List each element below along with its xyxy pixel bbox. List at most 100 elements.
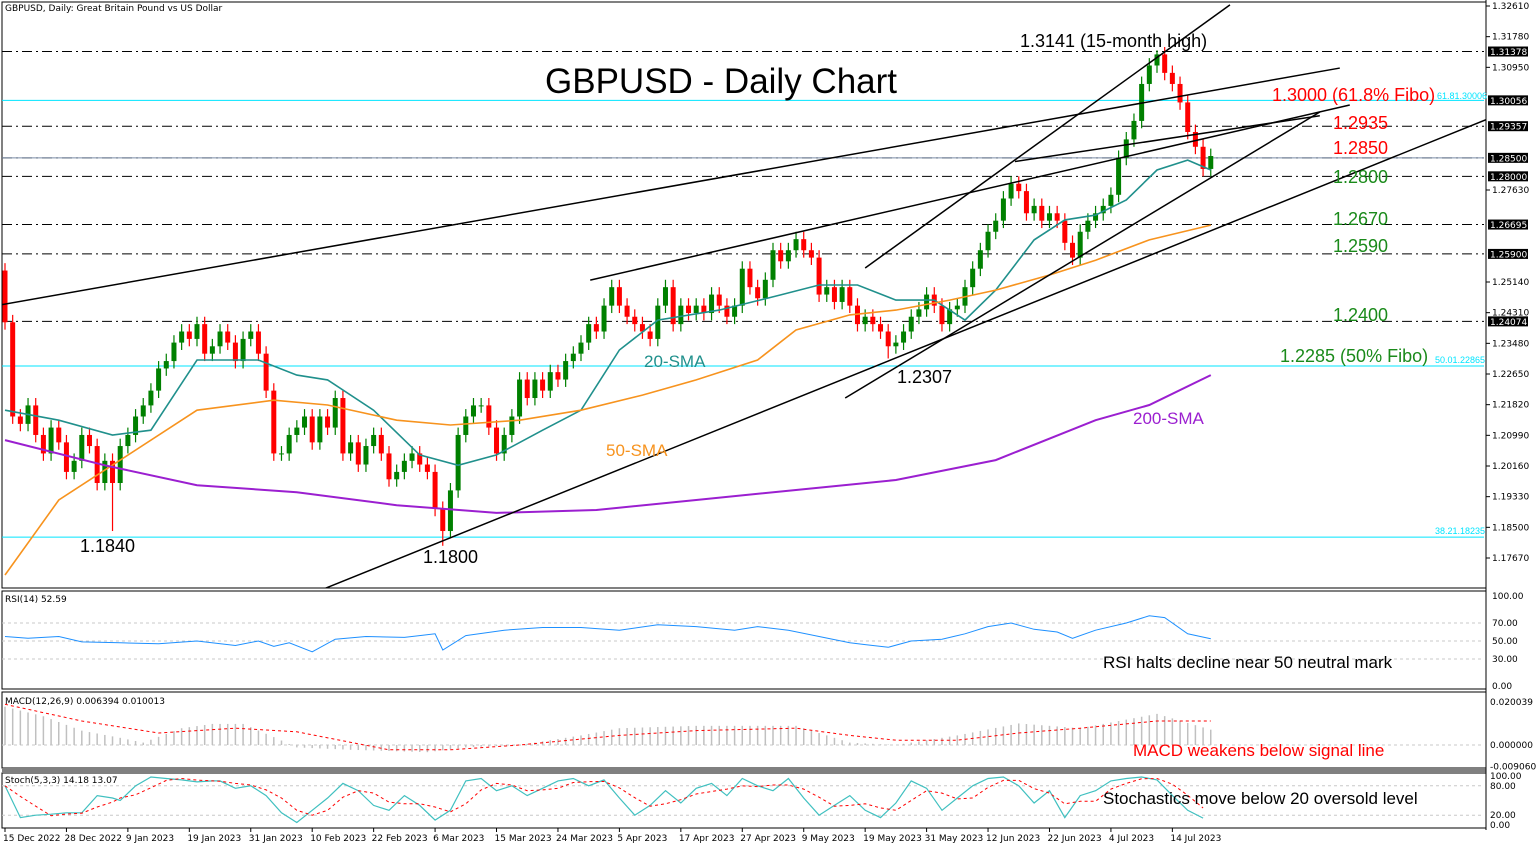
time-tick-label: 5 Apr 2023 [617, 834, 667, 844]
time-tick-label: 12 Jun 2023 [986, 834, 1040, 844]
candle [509, 409, 515, 443]
candle-body [125, 434, 131, 447]
candle-body [1031, 205, 1037, 214]
label-support-12590: 1.2590 [1333, 236, 1389, 256]
candle [547, 364, 553, 399]
candle [317, 409, 323, 450]
candle-body [924, 294, 930, 310]
candle [1131, 113, 1137, 147]
candle-body [278, 453, 284, 455]
candle-body [716, 294, 722, 306]
candle-body [424, 464, 430, 472]
rsi-line [4, 615, 1211, 653]
candle-body [1077, 231, 1083, 258]
candle [1046, 205, 1052, 229]
candle-body [2, 270, 8, 323]
price-tag-label: 1.28500 [1490, 154, 1527, 164]
candle-body [1116, 157, 1122, 195]
candle-body [616, 287, 622, 306]
trendline [324, 118, 1486, 588]
candle [56, 420, 62, 450]
candle-body [709, 294, 715, 314]
candle-body [1192, 131, 1198, 147]
time-tick-label: 9 Jan 2023 [126, 834, 174, 844]
candle [371, 427, 377, 454]
candle [10, 314, 16, 424]
candle [79, 427, 85, 469]
price-tag-box [1488, 316, 1528, 327]
candle-body [163, 361, 169, 369]
candle [824, 279, 830, 302]
candle [409, 446, 415, 469]
candle-body [1054, 213, 1060, 221]
candle-body [847, 287, 853, 306]
price-tag-box [1488, 171, 1528, 182]
rsi-note: RSI halts decline near 50 neutral mark [1103, 653, 1393, 672]
candle [478, 398, 484, 413]
price-tag-box [1488, 152, 1528, 163]
label-low-11800: 1.1800 [423, 547, 479, 567]
price-tag-label: 1.30056 [1490, 97, 1527, 107]
candle-body [378, 434, 384, 454]
candle-body [202, 324, 208, 354]
candle [686, 298, 692, 321]
rsi-tick-label: 50.00 [1492, 637, 1518, 647]
candle-body [79, 434, 85, 461]
candle [209, 338, 215, 362]
candle-body [217, 331, 223, 347]
time-tick-label: 27 Apr 2023 [740, 834, 796, 844]
candle-body [71, 460, 77, 472]
candle [578, 335, 584, 362]
candle [701, 298, 707, 321]
candle-body [194, 324, 200, 339]
candle-body [1108, 194, 1114, 206]
candle-body [778, 250, 784, 262]
candle-body [309, 416, 315, 443]
candle-body [40, 434, 46, 454]
candle-body [355, 442, 361, 465]
candle-body [1039, 205, 1045, 221]
candle [48, 420, 54, 461]
price-tick-label: 1.17670 [1492, 554, 1529, 564]
candle-body [463, 416, 469, 435]
candle-body [862, 316, 868, 325]
candle [801, 231, 807, 258]
time-tick-label: 9 May 2023 [802, 834, 855, 844]
candle-body [363, 446, 369, 465]
candle-body [225, 331, 231, 343]
candle-body [486, 405, 492, 428]
label-fibo-50: 1.2285 (50% Fibo) [1280, 346, 1429, 366]
price-tick-label: 1.32610 [1492, 2, 1529, 12]
candle-body [624, 305, 630, 317]
label-sma20: 20-SMA [644, 352, 706, 371]
candle-body [1093, 213, 1099, 221]
time-tick-label: 28 Dec 2022 [64, 834, 122, 844]
candle [202, 316, 208, 362]
stoch-tick-label: 20.00 [1490, 811, 1516, 821]
label-sma200: 200-SMA [1133, 409, 1204, 428]
trendline [1014, 114, 1320, 163]
time-tick-label: 22 Feb 2023 [372, 834, 428, 844]
candle-body [447, 490, 453, 532]
candle-body [33, 405, 39, 435]
candle [302, 409, 308, 435]
candle [125, 427, 131, 454]
candle-body [639, 324, 645, 332]
candle [647, 324, 653, 347]
candle-body [1046, 213, 1052, 221]
price-tick-label: 1.20990 [1492, 431, 1529, 441]
candle [901, 324, 907, 350]
candle-body [870, 316, 876, 325]
candle [593, 316, 599, 339]
rsi-tick-label: 30.00 [1492, 655, 1518, 665]
price-tag-box [1488, 248, 1528, 259]
candle [939, 298, 945, 332]
candle [1192, 124, 1198, 155]
candle-body [985, 231, 991, 251]
time-tick-label: 4 Jul 2023 [1109, 834, 1154, 844]
candle [248, 324, 254, 347]
candle [885, 324, 891, 359]
candle-body [86, 434, 92, 447]
candle [1100, 198, 1106, 221]
candle-body [501, 434, 507, 454]
